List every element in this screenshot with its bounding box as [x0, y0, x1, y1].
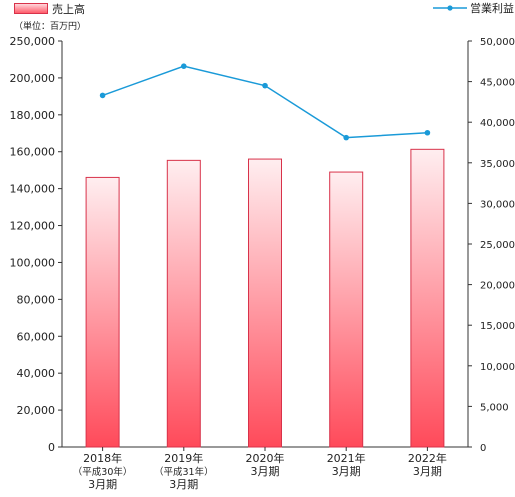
operating-profit-point [424, 129, 431, 136]
legend-operating-profit: 営業利益 [433, 3, 514, 15]
left-axis-tick-label: 40,000 [17, 367, 56, 380]
sales-bar [248, 158, 282, 448]
x-axis-tick-label-line: （平成30年） [73, 466, 133, 478]
right-axis-tick-label: 50,000 [480, 37, 515, 48]
x-axis-tick-label: 2021年 3月期 [327, 451, 366, 478]
x-axis-tick-label-line: 3月期 [169, 478, 198, 491]
legend-operating-profit-label: 営業利益 [470, 2, 514, 15]
x-axis-tick-label-line: （平成31年） [154, 466, 214, 478]
left-axis-tick-label: 200,000 [10, 72, 56, 85]
x-axis-tick-label-line: 2020年 [246, 451, 285, 465]
x-axis-tick-label-line: 2018年 [83, 451, 122, 465]
x-axis-tick-label-line: 2019年 [164, 451, 203, 465]
right-axis-tick-label: 0 [480, 443, 486, 454]
x-axis-tick-label-line: 3月期 [88, 478, 117, 491]
left-axis-tick-label: 120,000 [10, 220, 56, 233]
unit-label: （単位：百万円） [14, 22, 87, 32]
sales-bar [329, 171, 364, 448]
right-axis-tick-label: 5,000 [480, 402, 509, 413]
left-axis-tick-label: 100,000 [10, 256, 56, 269]
legend-sales-label: 売上高 [52, 3, 85, 16]
left-axis-tick-label: 0 [48, 441, 55, 454]
right-axis-tick-label: 40,000 [480, 118, 515, 129]
operating-profit-point [262, 82, 268, 89]
legend-sales: 売上高 [14, 3, 85, 16]
left-axis-tick-label: 160,000 [10, 146, 56, 159]
x-axis-tick-label-line: 2022年 [408, 451, 447, 465]
x-axis-tick-label-line: 2021年 [327, 451, 366, 465]
operating-profit-line [102, 65, 428, 139]
x-axis-tick-label: 2020年 3月期 [246, 451, 285, 478]
left-axis-tick-label: 80,000 [17, 293, 56, 306]
left-axis-tick-label: 250,000 [10, 35, 56, 48]
right-axis-tick-label: 25,000 [480, 240, 515, 251]
left-axis-tick-label: 140,000 [10, 183, 56, 196]
x-axis-tick-label: 2022年 3月期 [408, 451, 447, 478]
right-axis-tick-label: 45,000 [480, 78, 515, 89]
sales-bar [85, 176, 120, 448]
right-axis-tick-label: 15,000 [480, 321, 515, 332]
operating-profit-point [99, 92, 106, 99]
left-axis-tick-label: 180,000 [10, 109, 56, 122]
right-axis-tick-label: 30,000 [480, 199, 515, 210]
right-axis-tick-label: 10,000 [480, 362, 515, 373]
operating-profit-point [181, 63, 187, 69]
x-axis-tick-label: 2019年（平成31年） 3月期 [154, 451, 214, 491]
x-axis-tick-label: 2018年（平成30年） 3月期 [73, 451, 133, 491]
x-axis-tick-label-line: 3月期 [251, 465, 280, 478]
right-axis-tick-label: 35,000 [480, 159, 515, 170]
operating-profit-point [343, 134, 350, 141]
sales-bar [166, 159, 201, 448]
x-axis-tick-label-line: 3月期 [332, 465, 361, 478]
legend-operating-profit-line-icon [433, 5, 467, 11]
sales-bar [410, 148, 445, 448]
x-axis-tick-label-line: 3月期 [413, 465, 442, 478]
left-axis-tick-label: 20,000 [17, 404, 56, 417]
right-axis-tick-label: 20,000 [480, 281, 515, 292]
left-axis-tick-label: 60,000 [17, 330, 56, 343]
legend-sales-swatch [14, 3, 48, 14]
